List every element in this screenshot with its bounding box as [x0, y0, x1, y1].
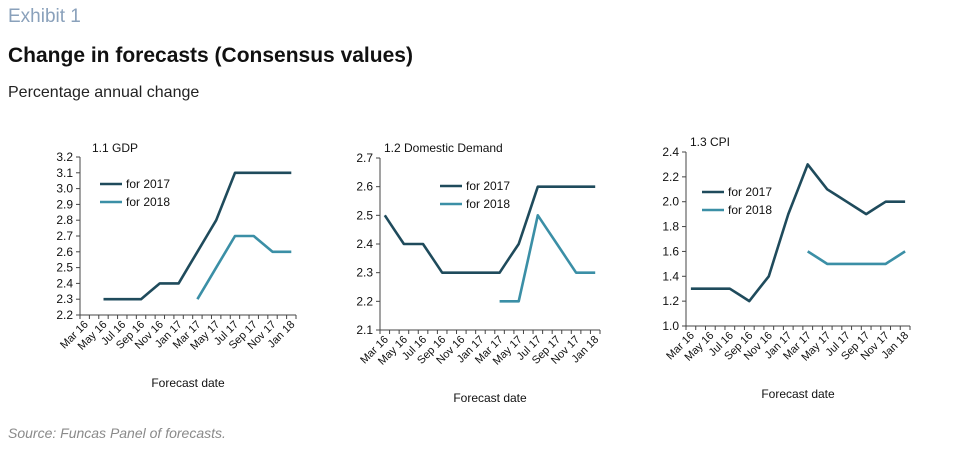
x-axis-label: Forecast date [761, 387, 835, 401]
y-tick-label: 2.2 [356, 294, 373, 308]
y-tick-label: 2.6 [56, 245, 73, 259]
y-tick-label: 1.6 [662, 244, 679, 258]
y-tick-label: 2.3 [56, 292, 73, 306]
gdp-chart: 1.1 GDP 2.2 2.3 2.42.5 2.6 2.7 2.8 2.93.0 3.1 3.2… [56, 141, 297, 390]
series-line-2017 [103, 171, 292, 301]
series-line-2018 [807, 250, 906, 266]
y-tick-label: 3.0 [56, 182, 73, 196]
y-tick-label: 2.7 [56, 229, 73, 243]
y-tick-label: 2.8 [56, 213, 73, 227]
figure-subtitle: Percentage annual change [8, 84, 200, 101]
legend-label: for 2018 [728, 203, 772, 217]
y-tick-label: 2.0 [662, 195, 679, 209]
y-tick-label: 1.2 [662, 294, 679, 308]
series-line-2018 [499, 214, 596, 303]
series-line-2017 [690, 163, 906, 303]
legend-label: for 2017 [466, 179, 510, 193]
y-tick-label: 3.2 [56, 150, 73, 164]
y-tick-label: 2.5 [56, 261, 73, 275]
chart-title: 1.2 Domestic Demand [384, 141, 503, 155]
legend-label: for 2018 [126, 195, 170, 209]
y-tick-label: 1.0 [662, 319, 679, 333]
y-tick-label: 2.3 [356, 266, 373, 280]
chart-title: 1.3 CPI [690, 135, 730, 149]
x-axis-label: Forecast date [151, 376, 225, 390]
source-note: Source: Funcas Panel of forecasts. [8, 425, 226, 441]
exhibit-label: Exhibit 1 [8, 6, 81, 27]
chart-title: 1.1 GDP [92, 141, 138, 155]
legend-label: for 2017 [728, 185, 772, 199]
y-tick-label: 2.4 [56, 276, 73, 290]
y-tick-label: 2.2 [662, 170, 679, 184]
x-axis-label: Forecast date [453, 391, 527, 405]
y-tick-label: 1.8 [662, 220, 679, 234]
y-tick-label: 1.4 [662, 269, 679, 283]
series-line-2018 [196, 234, 292, 300]
y-tick-label: 2.7 [356, 151, 373, 165]
legend-label: for 2017 [126, 177, 170, 191]
y-tick-label: 2.5 [356, 208, 373, 222]
legend-label: for 2018 [466, 197, 510, 211]
figure-title: Change in forecasts (Consensus values) [8, 44, 413, 67]
series-line-2017 [383, 185, 596, 274]
y-tick-label: 2.4 [662, 145, 679, 159]
y-tick-label: 2.2 [56, 308, 73, 322]
y-tick-label: 2.1 [356, 323, 373, 337]
y-tick-label: 3.1 [56, 166, 73, 180]
y-tick-label: 2.9 [56, 197, 73, 211]
y-tick-label: 2.6 [356, 180, 373, 194]
y-tick-label: 2.4 [356, 237, 373, 251]
domestic-demand-chart: 1.2 Domestic Demand 2.1 2.2 2.3 2.4 2.5 2.6 2.7… [356, 141, 601, 405]
